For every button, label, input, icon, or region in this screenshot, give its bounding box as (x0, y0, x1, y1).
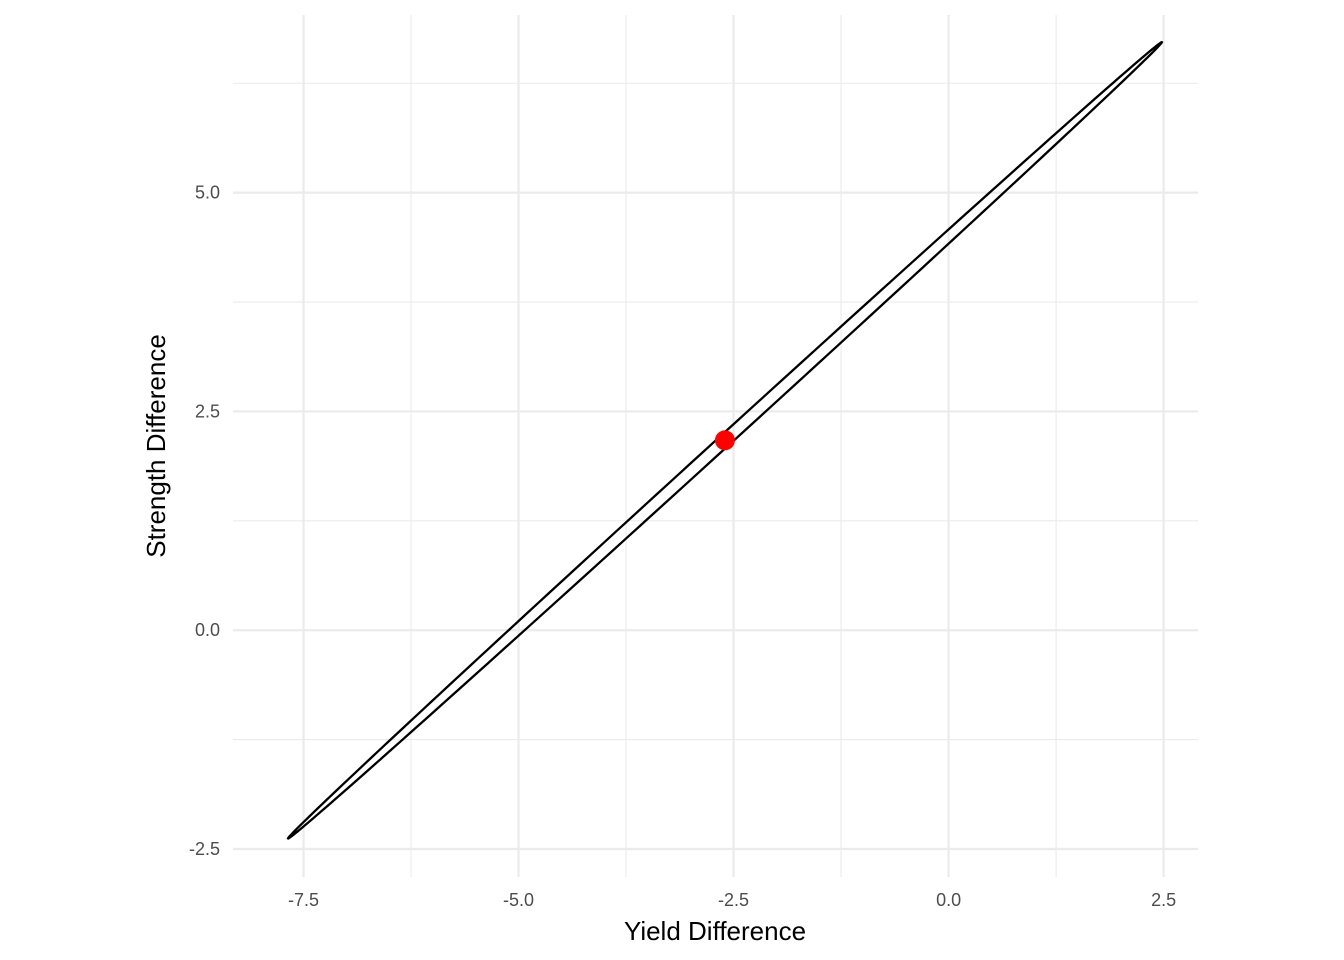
x-axis-title: Yield Difference (624, 916, 806, 946)
point-layer (714, 430, 735, 451)
x-tick-label: -5.0 (503, 890, 534, 910)
data-point (714, 430, 735, 451)
y-tick-label: 5.0 (195, 183, 220, 203)
y-tick-label: -2.5 (189, 839, 220, 859)
y-tick-label: 2.5 (195, 401, 220, 421)
confidence-ellipse-layer (286, 40, 1164, 840)
y-axis-title: Strength Difference (141, 334, 171, 558)
y-tick-labels: -2.5 0.0 2.5 5.0 (189, 183, 220, 859)
y-tick-label: 0.0 (195, 620, 220, 640)
x-tick-label: -7.5 (288, 890, 319, 910)
confidence-ellipse (286, 40, 1164, 840)
x-tick-label: 2.5 (1151, 890, 1176, 910)
minor-gridlines (233, 15, 1198, 877)
x-tick-label: 0.0 (936, 890, 961, 910)
major-gridlines (233, 15, 1198, 877)
x-tick-labels: -7.5 -5.0 -2.5 0.0 2.5 (288, 890, 1176, 910)
x-tick-label: -2.5 (718, 890, 749, 910)
